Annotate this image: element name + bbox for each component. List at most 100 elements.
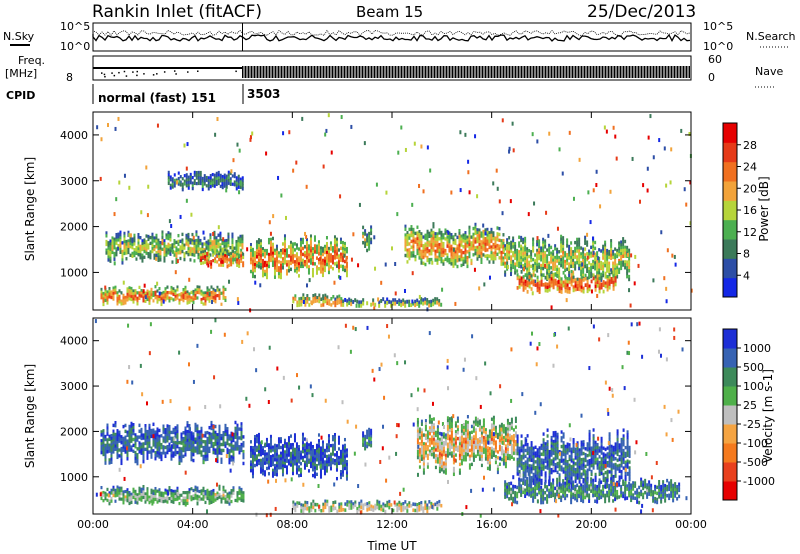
- heatmap-cell: [167, 231, 170, 235]
- heatmap-cell: [614, 253, 617, 257]
- heatmap-cell: [237, 182, 240, 187]
- heatmap-cell: [330, 303, 333, 307]
- heatmap-cell: [110, 457, 113, 462]
- heatmap-cell: [494, 425, 497, 430]
- heatmap-cell: [174, 289, 177, 293]
- heatmap-cell: [603, 125, 606, 130]
- heatmap-cell: [300, 296, 303, 301]
- heatmap-cell: [333, 244, 336, 248]
- heatmap-cell: [606, 257, 609, 262]
- heatmap-cell: [450, 428, 453, 432]
- heatmap-cell: [311, 453, 314, 458]
- heatmap-cell: [580, 246, 583, 250]
- heatmap-cell: [283, 234, 286, 238]
- heatmap-cell: [174, 270, 177, 275]
- heatmap-cell: [139, 256, 142, 260]
- heatmap-cell: [548, 252, 551, 256]
- heatmap-cell: [214, 257, 217, 261]
- heatmap-cell: [236, 429, 239, 433]
- heatmap-cell: [271, 462, 274, 467]
- heatmap-cell: [303, 460, 306, 464]
- heatmap-cell: [532, 269, 535, 274]
- heatmap-cell: [446, 454, 449, 458]
- heatmap-cell: [195, 233, 198, 237]
- heatmap-cell: [267, 258, 270, 263]
- heatmap-cell: [197, 247, 200, 251]
- heatmap-cell: [472, 253, 475, 257]
- heatmap-cell: [202, 261, 205, 265]
- heatmap-cell: [239, 183, 242, 187]
- heatmap-cell: [108, 461, 111, 465]
- power-colorbar-label: Power [dB]: [757, 176, 771, 241]
- heatmap-cell: [195, 238, 198, 243]
- heatmap-cell: [464, 443, 467, 447]
- heatmap-cell: [472, 247, 475, 251]
- heatmap-cell: [295, 459, 298, 464]
- heatmap-cell: [482, 441, 485, 446]
- heatmap-cell: [255, 439, 258, 444]
- heatmap-cell: [222, 263, 225, 267]
- heatmap-cell: [404, 245, 407, 249]
- heatmap-cell: [165, 244, 168, 249]
- heatmap-cell: [186, 441, 189, 446]
- heatmap-cell: [327, 264, 330, 269]
- heatmap-cell: [273, 266, 276, 271]
- heatmap-cell: [299, 470, 302, 475]
- heatmap-cell: [131, 237, 134, 241]
- heatmap-cell: [341, 246, 344, 251]
- heatmap-cell: [482, 444, 485, 449]
- heatmap-cell: [218, 451, 221, 455]
- heatmap-cell: [482, 424, 485, 428]
- heatmap-cell: [148, 450, 151, 454]
- heatmap-cell: [528, 269, 531, 273]
- heatmap-cell: [116, 452, 119, 457]
- colorbar-swatch: [723, 181, 737, 201]
- heatmap-cell: [242, 455, 245, 460]
- heatmap-cell: [418, 465, 421, 469]
- heatmap-cell: [200, 426, 203, 431]
- heatmap-cell: [496, 450, 499, 454]
- heatmap-cell: [649, 114, 652, 119]
- heatmap-cell: [309, 246, 312, 250]
- heatmap-cell: [130, 433, 133, 437]
- heatmap-cell: [156, 289, 159, 293]
- heatmap-cell: [273, 466, 276, 471]
- heatmap-cell: [214, 436, 217, 441]
- heatmap-cell: [136, 456, 139, 460]
- heatmap-cell: [298, 303, 301, 307]
- heatmap-cell: [311, 273, 314, 278]
- heatmap-cell: [186, 301, 189, 305]
- heatmap-cell: [406, 236, 409, 241]
- heatmap-cell: [484, 248, 487, 253]
- heatmap-cell: [345, 257, 348, 262]
- heatmap-cell: [161, 236, 164, 240]
- heatmap-cell: [606, 266, 609, 270]
- heatmap-cell: [165, 250, 168, 254]
- heatmap-cell: [132, 425, 135, 430]
- heatmap-cell: [546, 282, 549, 287]
- heatmap-cell: [140, 448, 143, 452]
- heatmap-cell: [317, 456, 320, 460]
- heatmap-cell: [108, 295, 111, 299]
- heatmap-cell: [366, 444, 369, 449]
- heatmap-cell: [566, 252, 569, 257]
- heatmap-cell: [277, 437, 280, 441]
- heatmap-cell: [560, 237, 563, 242]
- heatmap-cell: [608, 273, 611, 277]
- heatmap-cell: [129, 239, 132, 243]
- heatmap-cell: [166, 293, 169, 298]
- heatmap-cell: [428, 452, 431, 456]
- heatmap-cell: [462, 250, 465, 255]
- heatmap-cell: [273, 455, 276, 459]
- heatmap-cell: [464, 449, 467, 453]
- heatmap-cell: [112, 294, 115, 298]
- heatmap-cell: [151, 249, 154, 254]
- heatmap-cell: [478, 436, 481, 441]
- heatmap-cell: [490, 449, 493, 454]
- heatmap-cell: [228, 452, 231, 456]
- heatmap-cell: [542, 261, 545, 265]
- heatmap-cell: [456, 416, 459, 420]
- heatmap-cell: [194, 422, 197, 427]
- heatmap-cell: [496, 467, 499, 472]
- heatmap-cell: [474, 431, 477, 435]
